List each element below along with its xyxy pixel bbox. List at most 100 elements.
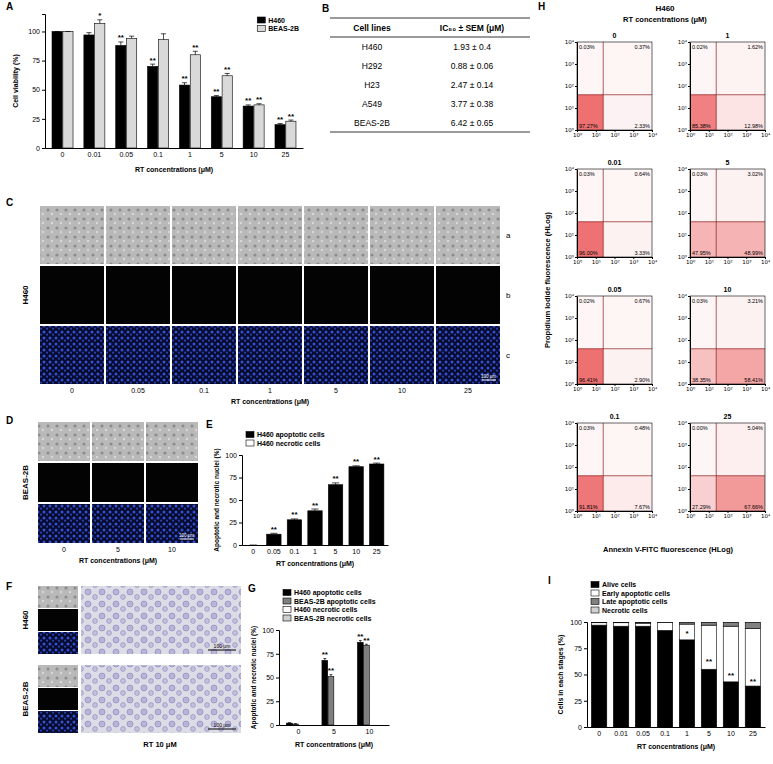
x-axis-line xyxy=(588,727,766,728)
significance: ** xyxy=(150,56,157,65)
table-cell: H23 xyxy=(364,80,380,90)
significance: * xyxy=(685,629,689,638)
y-tick-mark xyxy=(688,445,690,446)
quadrant-label: 48.99% xyxy=(744,250,763,256)
y-tick-mark xyxy=(575,257,577,258)
x-tick: 10⁴ xyxy=(648,384,658,392)
bar xyxy=(222,76,232,148)
bar xyxy=(369,464,383,465)
y-tick-label: 10⁴ xyxy=(678,293,688,299)
y-tick-mark xyxy=(584,648,587,649)
bar xyxy=(95,23,105,148)
scale-bar xyxy=(208,650,236,651)
x-axis-line xyxy=(691,257,766,258)
x-tick: 10⁰ xyxy=(686,511,696,519)
panel-letter: C xyxy=(6,197,13,208)
cytometry-panel: 0.050.02%0.67%96.41%2.90%10⁰10¹10²10³10⁴… xyxy=(565,286,658,392)
y-tick-label: 10² xyxy=(678,464,687,470)
bar xyxy=(370,725,376,726)
y-tick-mark xyxy=(688,64,690,65)
quadrant-label: 2.90% xyxy=(634,377,650,383)
x-tick: 5 xyxy=(334,548,338,555)
y-tick-mark xyxy=(42,90,45,91)
x-tick: 10¹ xyxy=(592,384,601,392)
quadrant-label: 7.67% xyxy=(634,504,650,510)
significance: ** xyxy=(245,96,252,105)
panel-title: 0 xyxy=(613,32,617,39)
flow-cytometry: H460RT concentrations (μM)Propidium Iodi… xyxy=(543,4,771,554)
scale-bar xyxy=(180,539,194,540)
x-tick-label: 10⁰ xyxy=(573,259,583,265)
y-axis: 10⁰10¹10²10³10⁴ xyxy=(678,293,691,387)
column-label: 5 xyxy=(116,546,120,553)
micrograph xyxy=(304,266,368,324)
x-tick: 10² xyxy=(723,130,732,138)
bar xyxy=(701,625,716,669)
bar xyxy=(679,640,694,727)
quadrant xyxy=(690,423,716,476)
y-tick: 50 xyxy=(266,674,279,681)
legend-label: Alive cells xyxy=(602,581,636,588)
legend-swatch xyxy=(257,17,265,23)
bar xyxy=(267,534,281,545)
y-tick-mark xyxy=(239,523,242,524)
bar xyxy=(591,625,606,727)
error-bar xyxy=(55,31,60,32)
x-axis-line xyxy=(691,384,766,385)
y-tick-mark xyxy=(688,423,690,424)
x-axis: 10⁰10¹10²10³10⁴ xyxy=(573,257,658,265)
x-axis-line xyxy=(691,511,766,512)
y-tick: 10² xyxy=(678,337,690,343)
x-axis-title: RT concentrations (μM) xyxy=(231,398,309,406)
table-cell: 2.47 ± 0.14 xyxy=(451,80,494,90)
x-tick: 10⁴ xyxy=(761,511,771,519)
quadrant-label: 0.00% xyxy=(692,425,708,431)
x-tick-label: 0.1 xyxy=(153,151,163,158)
quadrant-label: 27.29% xyxy=(692,504,711,510)
x-tick: 10⁰ xyxy=(573,130,583,138)
significance: ** xyxy=(224,65,231,74)
x-axis-line xyxy=(578,130,653,131)
bar xyxy=(293,724,299,725)
quadrant xyxy=(690,476,716,511)
y-tick-label: 10¹ xyxy=(565,486,574,492)
y-tick-mark xyxy=(575,235,577,236)
x-tick-label: 10² xyxy=(610,513,619,519)
x-tick-label: 0 xyxy=(297,728,301,735)
y-tick-mark xyxy=(42,61,45,62)
bar xyxy=(116,45,126,148)
x-tick: 5 xyxy=(332,728,336,735)
panel-letter: E xyxy=(206,419,213,430)
quadrant-label: 3.21% xyxy=(747,298,763,304)
x-tick: 10⁰ xyxy=(686,130,696,138)
bar xyxy=(275,125,285,148)
y-tick-label: 10² xyxy=(565,464,574,470)
micrograph xyxy=(38,504,90,543)
y-tick-mark xyxy=(688,191,690,192)
bar xyxy=(723,622,738,623)
panel-letter: I xyxy=(548,575,551,586)
table-rule xyxy=(330,18,530,19)
cell-line-label: BEAS-2B xyxy=(21,681,30,716)
x-tick-label: 10³ xyxy=(742,386,751,392)
x-tick: 5 xyxy=(707,730,711,737)
x-tick-label: 10⁴ xyxy=(648,259,658,265)
x-tick: 10² xyxy=(610,257,619,265)
x-tick: 1 xyxy=(313,548,317,555)
y-axis: 0255075100 xyxy=(225,452,242,549)
x-tick: 10⁴ xyxy=(761,384,771,392)
y-tick: 10³ xyxy=(565,315,577,321)
panel-letter: D xyxy=(6,415,13,426)
plot-frame xyxy=(577,423,652,511)
micrograph xyxy=(106,206,170,264)
micrograph xyxy=(40,326,104,384)
significance: ** xyxy=(728,671,735,680)
micrograph xyxy=(436,206,500,264)
legend-label: H460 xyxy=(268,17,285,24)
y-tick: 100 xyxy=(28,28,45,35)
x-tick-label: 0.01 xyxy=(614,730,628,737)
legend-label: Late apoptotic cells xyxy=(602,598,667,606)
marks xyxy=(577,296,652,384)
y-tick-mark xyxy=(575,108,577,109)
micrograph xyxy=(40,266,104,324)
